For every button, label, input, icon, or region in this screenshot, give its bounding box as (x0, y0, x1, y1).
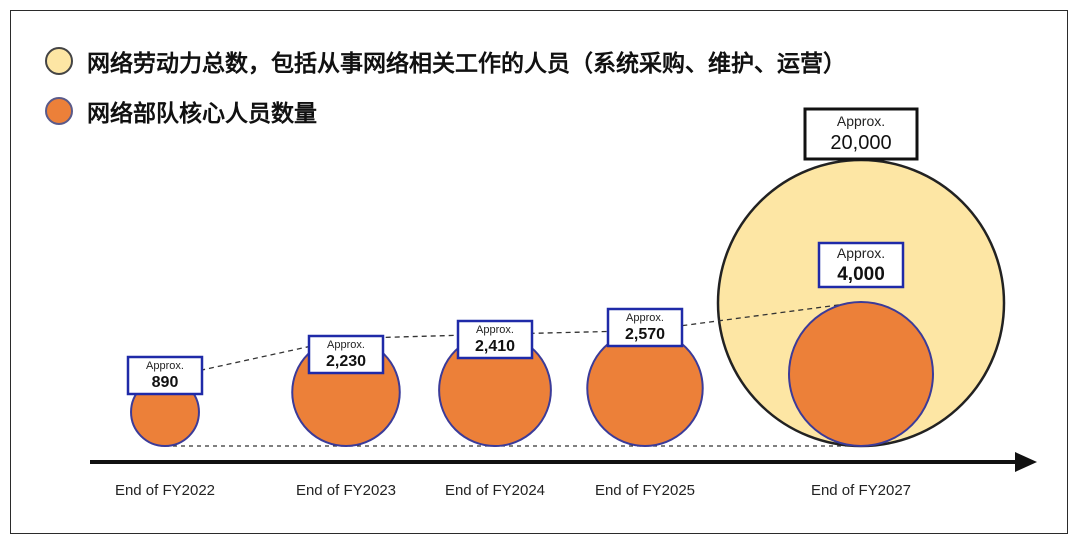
bubble-core-4 (788, 301, 934, 447)
value-label-prefix-core-3: Approx. (626, 312, 664, 324)
value-label-box-core-0 (126, 355, 204, 396)
legend-item-core: 网络部队核心人员数量 (45, 94, 317, 128)
value-label-core-2: 2,410 (475, 338, 515, 355)
value-label-prefix-core-1: Approx. (327, 339, 365, 351)
legend-label-total: 网络劳动力总数，包括从事网络相关工作的人员（系统采购、维护、运营） (87, 51, 846, 77)
legend-item-total: 网络劳动力总数，包括从事网络相关工作的人员（系统采购、维护、运营） (45, 44, 846, 78)
value-label-box-core-4 (817, 241, 905, 289)
legend-swatch-core (45, 97, 73, 125)
value-label-box-core-2 (456, 319, 534, 360)
value-label-core-0: 890 (152, 374, 179, 391)
value-label-core-3: 2,570 (625, 326, 665, 343)
value-label-prefix-core-2: Approx. (476, 324, 514, 336)
legend-swatch-total (45, 47, 73, 75)
value-label-core-4: 4,000 (837, 264, 885, 285)
x-tick-label-0: End of FY2022 (115, 482, 215, 499)
x-tick-label-1: End of FY2023 (296, 482, 396, 499)
x-tick-label-3: End of FY2025 (595, 482, 695, 499)
value-label-core-1: 2,230 (326, 353, 366, 370)
x-tick-label-4: End of FY2027 (811, 482, 911, 499)
value-label-prefix-total-4: Approx. (837, 113, 885, 129)
legend-label-core: 网络部队核心人员数量 (87, 101, 317, 127)
value-label-total-4: 20,000 (830, 132, 891, 154)
x-tick-label-2: End of FY2024 (445, 482, 545, 499)
x-axis-arrowhead (1015, 452, 1037, 472)
value-label-prefix-core-0: Approx. (146, 360, 184, 372)
value-label-box-core-3 (606, 307, 684, 348)
bubble-core-3 (586, 329, 704, 447)
value-label-box-core-1 (307, 334, 385, 375)
value-label-prefix-core-4: Approx. (837, 245, 885, 261)
value-label-box-total-4 (803, 107, 919, 161)
chart-frame (10, 10, 1068, 534)
